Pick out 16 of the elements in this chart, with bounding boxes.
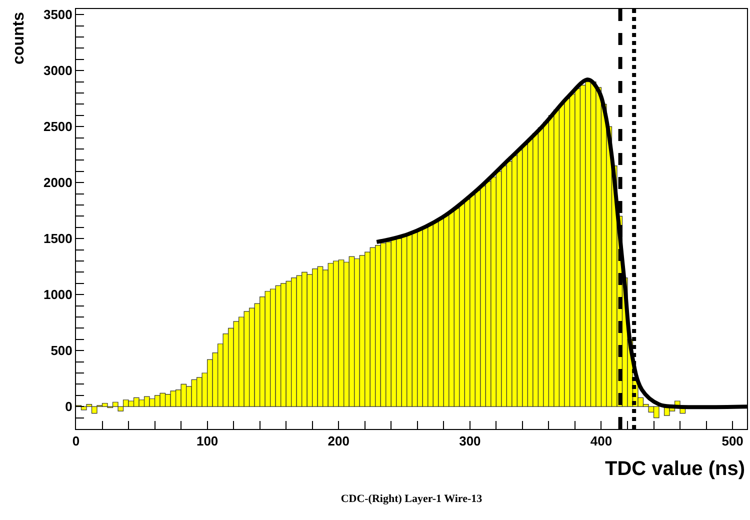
- x-axis-title: TDC value (ns): [605, 458, 746, 480]
- y-tick-label: 3000: [43, 63, 72, 78]
- y-tick-label: 1000: [43, 287, 72, 302]
- y-tick-label: 0: [65, 399, 72, 414]
- text: CDC-(Right) Layer-1 Wire-13: [340, 492, 483, 505]
- x-tick-label: 500: [722, 434, 744, 449]
- x-tick-label: 400: [590, 434, 612, 449]
- y-tick-label: 2000: [43, 175, 72, 190]
- x-tick-label: 300: [459, 434, 481, 449]
- y-tick-label: 2500: [43, 119, 72, 134]
- x-tick-label: 200: [328, 434, 350, 449]
- y-tick-label: 1500: [43, 231, 72, 246]
- x-tick-label: 100: [196, 434, 218, 449]
- y-tick-label: 3500: [43, 7, 72, 22]
- y-axis-title: counts: [10, 12, 28, 64]
- y-tick-label: 500: [50, 343, 72, 358]
